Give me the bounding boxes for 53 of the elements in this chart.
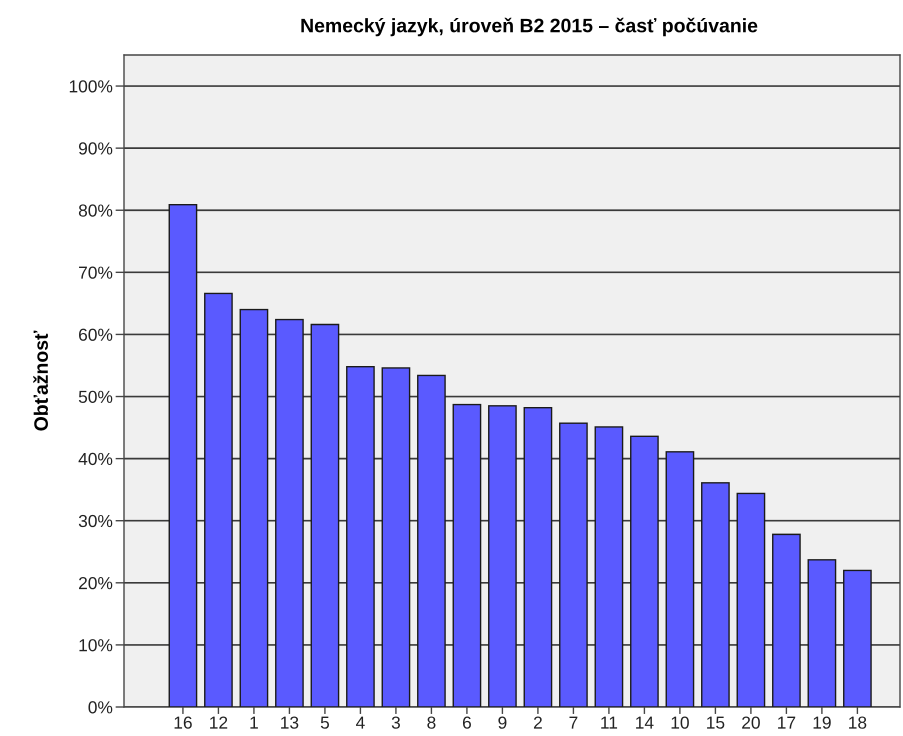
bar bbox=[594, 426, 624, 707]
bar bbox=[772, 534, 801, 707]
y-tick-label: 10% bbox=[79, 639, 112, 652]
bar bbox=[240, 308, 268, 707]
bar bbox=[488, 405, 517, 707]
x-tick-label: 13 bbox=[281, 716, 298, 729]
y-tick-label: 50% bbox=[78, 390, 112, 403]
bar bbox=[346, 366, 375, 707]
x-tick-label: 6 bbox=[462, 716, 471, 729]
bar bbox=[843, 570, 872, 707]
bar bbox=[808, 559, 836, 707]
y-tick-label: 100% bbox=[70, 80, 112, 93]
x-tick-label: 1 bbox=[250, 716, 258, 729]
bar bbox=[382, 367, 410, 707]
x-tick-label: 10 bbox=[672, 716, 689, 729]
bar bbox=[417, 374, 446, 707]
x-tick-label: 20 bbox=[742, 716, 760, 729]
x-tick-label: 7 bbox=[569, 716, 578, 729]
bar bbox=[559, 422, 588, 707]
y-tick-label: 80% bbox=[78, 204, 112, 217]
bar bbox=[452, 404, 482, 707]
x-tick-label: 19 bbox=[814, 716, 831, 729]
y-tick-label: 0% bbox=[88, 701, 112, 714]
y-tick-label: 40% bbox=[78, 452, 112, 466]
y-tick-label: 20% bbox=[79, 576, 112, 590]
bar bbox=[310, 324, 340, 707]
x-tick-label: 2 bbox=[534, 716, 542, 729]
x-tick-label: 17 bbox=[778, 716, 796, 729]
y-tick-label: 70% bbox=[79, 266, 112, 279]
bar bbox=[275, 318, 304, 707]
x-tick-label: 11 bbox=[601, 716, 618, 729]
bar bbox=[736, 492, 766, 707]
bar bbox=[630, 436, 659, 707]
chart-title: Nemecký jazyk, úroveň B2 2015 – časť počúvanie bbox=[301, 18, 758, 36]
x-tick-label: 14 bbox=[636, 716, 654, 729]
x-tick-label: 3 bbox=[392, 716, 400, 729]
x-tick-label: 18 bbox=[849, 716, 866, 729]
x-tick-label: 4 bbox=[356, 716, 365, 729]
x-tick-label: 5 bbox=[320, 716, 330, 729]
y-axis-title: Obťažnosť bbox=[33, 330, 48, 431]
x-tick-label: 9 bbox=[498, 716, 506, 729]
y-tick-label: 30% bbox=[78, 514, 112, 528]
bar bbox=[204, 292, 233, 707]
x-tick-label: 8 bbox=[427, 716, 436, 729]
y-tick-label: 60% bbox=[79, 328, 112, 341]
y-tick-label: 90% bbox=[78, 142, 112, 155]
x-tick-label: 16 bbox=[174, 716, 192, 729]
bar bbox=[168, 204, 198, 707]
x-tick-label: 12 bbox=[210, 716, 228, 729]
bar bbox=[666, 451, 694, 707]
bar bbox=[701, 482, 730, 707]
bar bbox=[524, 407, 552, 707]
x-tick-label: 15 bbox=[707, 716, 724, 729]
